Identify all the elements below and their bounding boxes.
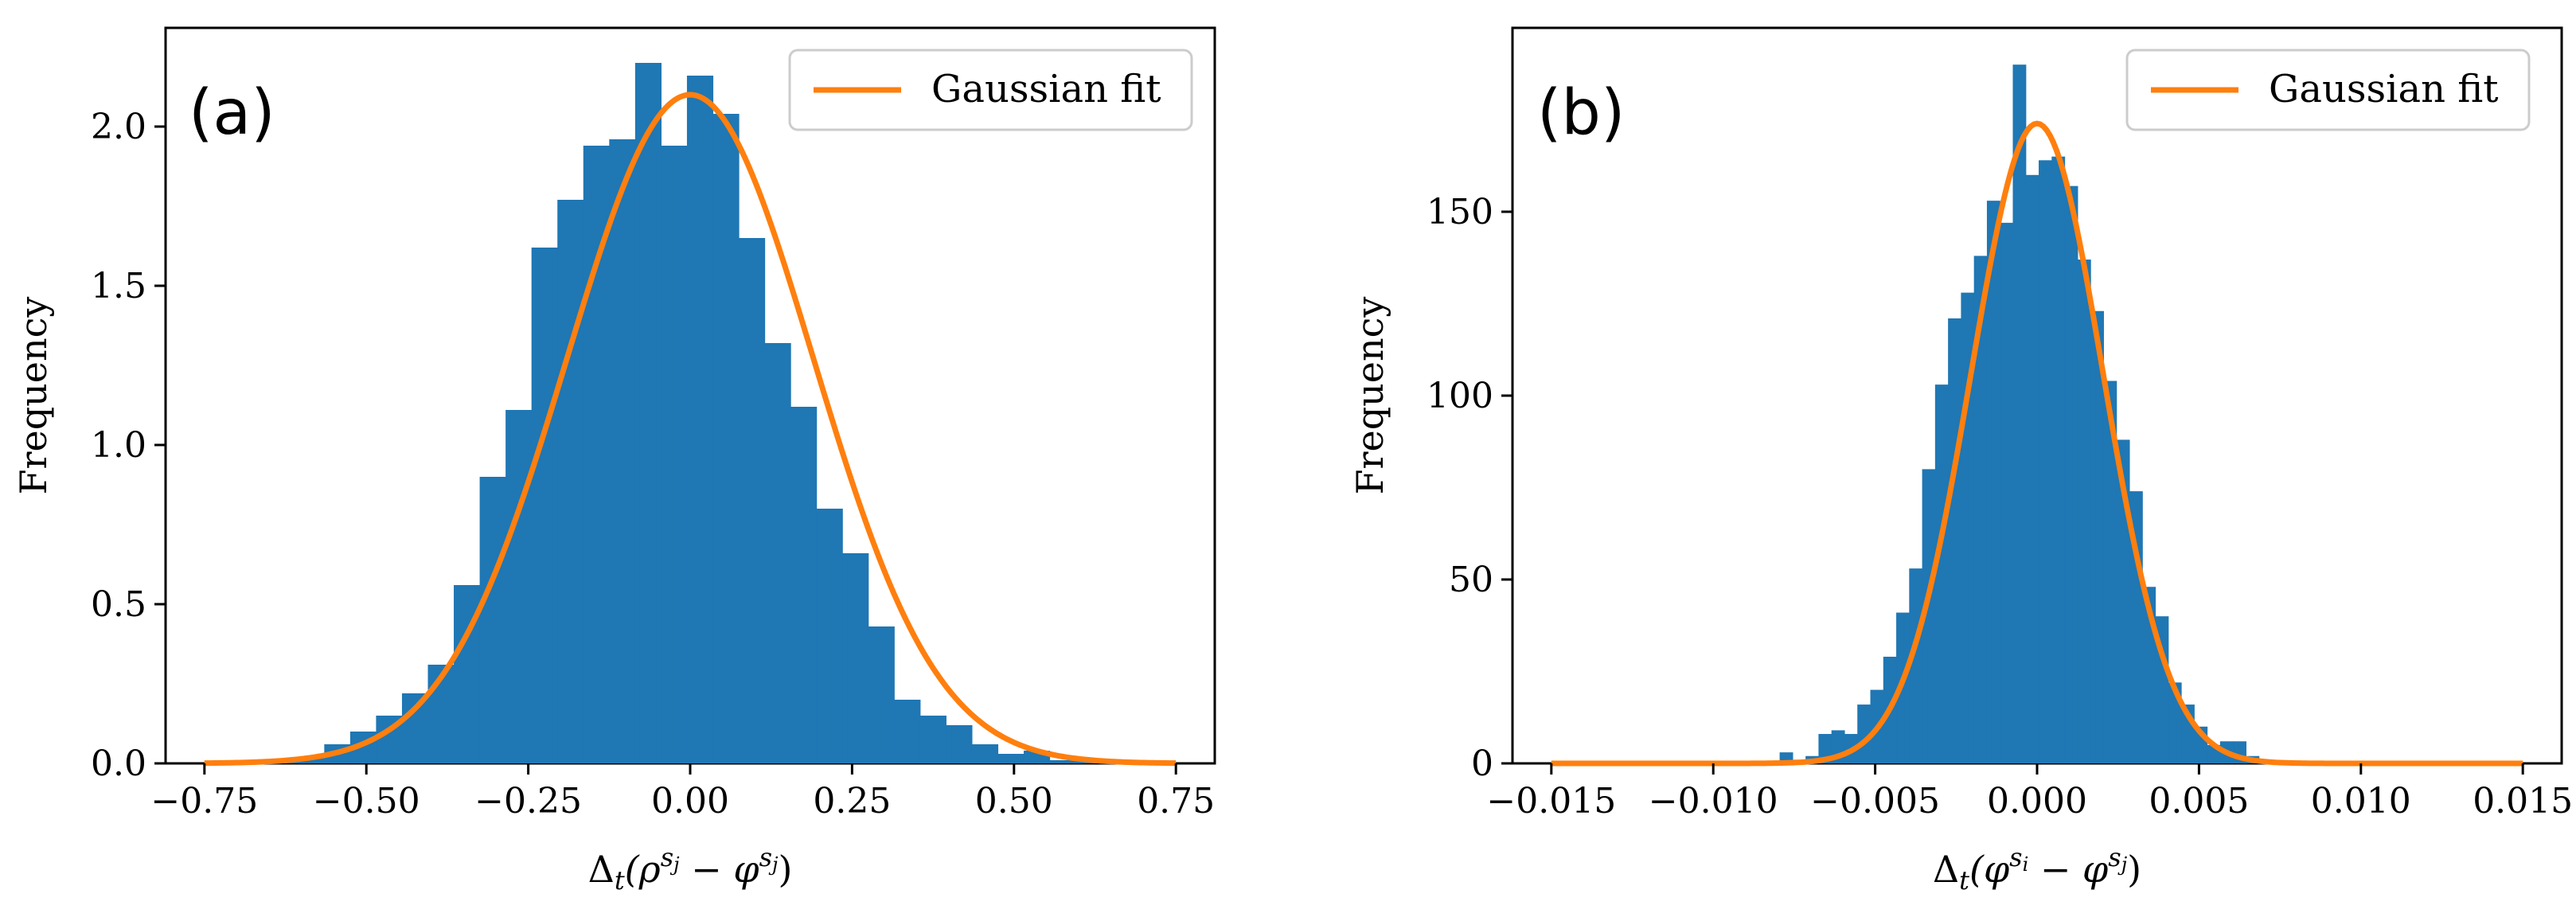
- histogram-bar: [816, 509, 843, 763]
- histogram-bar: [609, 139, 636, 763]
- y-tick-label: 2.0: [91, 107, 146, 147]
- histogram-bar: [531, 248, 558, 763]
- x-tick-label: −0.005: [1810, 781, 1940, 821]
- x-tick-label: −0.25: [474, 781, 582, 821]
- y-axis-label-b: Frequency: [1348, 297, 1391, 495]
- panel-b: −0.015 −0.010 −0.005 0.000 0.005 0.010 0.015 0…: [1348, 26, 2573, 896]
- histogram-bar: [842, 553, 869, 763]
- x-tick-label: 0.010: [2311, 781, 2411, 821]
- legend-b: Gaussian fit: [2125, 49, 2531, 131]
- x-tick-label: −0.010: [1649, 781, 1778, 821]
- x-tick-label: 0.000: [1987, 781, 2087, 821]
- histogram-bar: [2025, 174, 2039, 764]
- histogram-bar: [997, 754, 1025, 763]
- x-tick-label: 0.005: [2149, 781, 2249, 821]
- histogram-bar: [686, 76, 714, 763]
- x-tick-label: 0.015: [2473, 781, 2573, 821]
- histogram-bar: [2116, 439, 2130, 763]
- histogram-bar: [634, 63, 662, 763]
- panel-a: −0.75 −0.50 −0.25 0.00 0.25 0.50 0.75 0.0 0.5 1.…: [12, 26, 1216, 896]
- histogram-bar: [2051, 156, 2066, 763]
- histogram-bar: [583, 146, 610, 763]
- histogram-bars-a: [272, 63, 1103, 763]
- x-tick-label: 0.50: [975, 781, 1053, 821]
- histogram-bar: [971, 744, 999, 763]
- y-tick-label: 1.0: [91, 425, 146, 466]
- histogram-bar: [2039, 160, 2052, 763]
- x-tick-label: 0.00: [651, 781, 729, 821]
- histogram-bar: [790, 407, 818, 763]
- histogram-bar: [2064, 185, 2078, 763]
- histogram-bar: [1049, 760, 1076, 763]
- x-tick-label: −0.50: [313, 781, 420, 821]
- legend-a: Gaussian fit: [788, 49, 1193, 131]
- histogram-bar: [1922, 469, 1936, 763]
- y-tick-label: 150: [1427, 192, 1493, 232]
- legend-box-b: [2125, 49, 2531, 131]
- histogram-bar: [2012, 64, 2027, 763]
- x-axis-label-b: Δt(φsi − φsj): [1933, 842, 2141, 896]
- legend-box-a: [788, 49, 1193, 131]
- x-ticks-a: −0.75 −0.50 −0.25 0.00 0.25 0.50 0.75: [150, 763, 1215, 821]
- histogram-bar: [919, 716, 946, 763]
- histogram-bar: [1948, 318, 1961, 764]
- y-tick-label: 0.5: [91, 584, 146, 625]
- y-ticks-b: 0 50 100 150: [1427, 192, 1512, 784]
- y-ticks-a: 0.0 0.5 1.0 1.5 2.0: [91, 107, 166, 784]
- x-axis-label-a: Δt(ρsj − φsj): [588, 842, 793, 896]
- gaussian-fit-curve-b: [1551, 120, 2523, 767]
- x-tick-label: 0.25: [813, 781, 891, 821]
- histogram-bar: [894, 700, 921, 763]
- histogram-bar: [505, 410, 533, 763]
- histogram-bar: [764, 343, 791, 763]
- x-tick-label: −0.015: [1486, 781, 1616, 821]
- histogram-bar: [479, 477, 506, 763]
- legend-label-a: Gaussian fit: [931, 67, 1161, 111]
- histogram-bar: [2077, 260, 2091, 763]
- x-ticks-b: −0.015 −0.010 −0.005 0.000 0.005 0.010 0.015: [1486, 763, 2573, 821]
- histogram-bar: [401, 693, 429, 763]
- y-tick-label: 50: [1449, 560, 1493, 600]
- panel-label-a: (a): [189, 77, 275, 149]
- histogram-bars-b: [1779, 64, 2260, 764]
- y-tick-label: 1.5: [91, 266, 146, 306]
- histogram-bar: [2000, 222, 2014, 763]
- x-tick-label: 0.75: [1137, 781, 1215, 821]
- legend-label-b: Gaussian fit: [2269, 67, 2499, 111]
- histogram-bar: [2090, 310, 2104, 763]
- y-tick-label: 100: [1427, 376, 1493, 416]
- histogram-bar: [1909, 568, 1923, 763]
- histogram-bar: [2155, 616, 2169, 763]
- y-tick-label: 0: [1471, 743, 1493, 784]
- y-tick-label: 0.0: [91, 743, 146, 784]
- x-tick-label: −0.75: [150, 781, 258, 821]
- gaussian-fit-curve-a: [204, 92, 1177, 767]
- histogram-bar: [2103, 380, 2117, 763]
- panel-label-b: (b): [1537, 77, 1625, 149]
- y-axis-label-a: Frequency: [12, 297, 55, 495]
- histogram-bar: [739, 238, 766, 763]
- histogram-bar: [661, 146, 688, 763]
- histogram-bar: [712, 114, 740, 763]
- histogram-bar: [557, 200, 584, 763]
- histogram-bar: [1896, 612, 1910, 763]
- histogram-bar: [868, 626, 895, 763]
- histogram-bar: [1973, 256, 1988, 763]
- histogram-bar: [1857, 704, 1872, 763]
- histogram-bar: [946, 725, 973, 763]
- histogram-bar: [1934, 384, 1949, 763]
- histogram-bar: [1986, 201, 2000, 763]
